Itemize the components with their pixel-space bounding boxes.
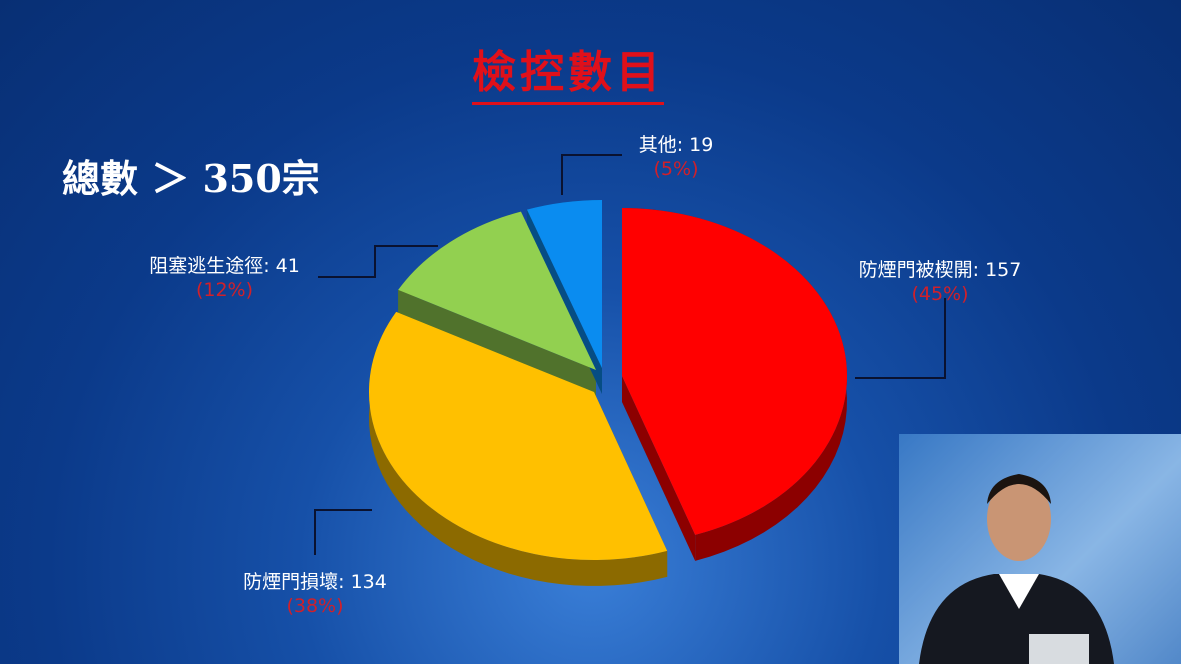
pie-slice-side	[622, 208, 847, 561]
leader-line	[561, 154, 622, 195]
leader-line	[855, 298, 946, 379]
label-text: 防煙門損壞: 134	[243, 571, 387, 593]
slide-title: 檢控數目	[472, 36, 664, 105]
pie-slice-2	[398, 211, 596, 370]
label-blocked-exit: 阻塞逃生途徑: 41 (12%)	[132, 254, 317, 302]
slice-rim	[369, 311, 668, 586]
pie-slice-3	[526, 200, 602, 368]
label-other: 其他: 19 (5%)	[626, 133, 726, 181]
label-text: 防煙門被楔開: 157	[858, 259, 1022, 281]
leader-line	[314, 509, 372, 555]
label-pct: (45%)	[911, 283, 969, 305]
total-count: 總數 ＞ 350宗	[62, 156, 320, 201]
presenter-video-inset	[899, 434, 1181, 664]
pie-slice-0	[622, 208, 847, 535]
label-text: 阻塞逃生途徑: 41	[149, 255, 300, 277]
label-pct: (38%)	[286, 595, 344, 617]
label-text: 其他: 19	[638, 134, 714, 156]
label-pct: (12%)	[195, 279, 254, 301]
pie-slice-1	[368, 311, 668, 560]
slice-wall	[398, 289, 596, 396]
label-damaged: 防煙門損壞: 134 (38%)	[225, 570, 405, 618]
label-pct: (5%)	[653, 158, 699, 180]
label-wedged-open: 防煙門被楔開: 157 (45%)	[845, 258, 1035, 306]
presenter-figure	[899, 434, 1181, 664]
leader-line	[318, 245, 438, 278]
slice-wall	[622, 376, 696, 561]
